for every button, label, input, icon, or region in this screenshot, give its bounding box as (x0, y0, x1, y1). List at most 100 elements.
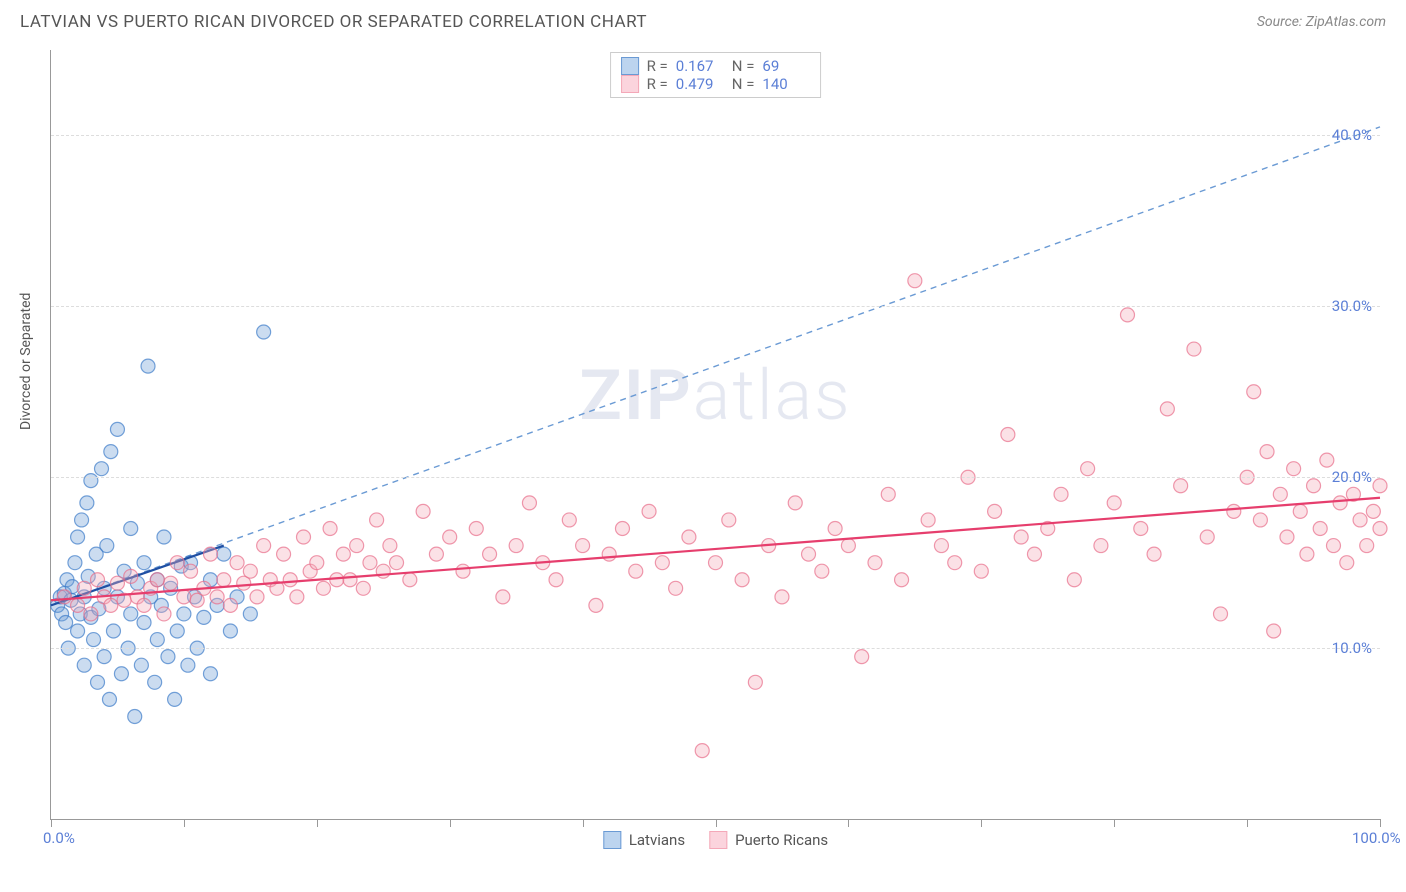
x-tick (716, 819, 717, 827)
data-point (157, 607, 171, 621)
data-point (841, 539, 855, 553)
data-point (77, 581, 91, 595)
x-tick (848, 819, 849, 827)
data-point (277, 547, 291, 561)
legend-item-latvians: Latvians (603, 831, 685, 849)
data-point (1326, 539, 1340, 553)
data-point (350, 539, 364, 553)
data-point (250, 590, 264, 604)
data-point (243, 607, 257, 621)
gridline (51, 306, 1380, 307)
data-point (934, 539, 948, 553)
x-tick (317, 819, 318, 827)
data-point (137, 615, 151, 629)
data-point (589, 598, 603, 612)
data-point (157, 530, 171, 544)
data-point (1227, 504, 1241, 518)
data-point (1094, 539, 1108, 553)
data-point (748, 675, 762, 689)
data-point (297, 530, 311, 544)
data-point (1134, 521, 1148, 535)
data-point (1200, 530, 1214, 544)
x-tick (51, 819, 52, 827)
data-point (469, 521, 483, 535)
data-point (257, 325, 271, 339)
data-point (1353, 513, 1367, 527)
data-point (203, 667, 217, 681)
data-point (170, 624, 184, 638)
data-point (95, 462, 109, 476)
data-point (106, 624, 120, 638)
data-point (855, 650, 869, 664)
x-tick (450, 819, 451, 827)
data-point (788, 496, 802, 510)
data-point (496, 590, 510, 604)
data-point (343, 573, 357, 587)
data-point (243, 564, 257, 578)
data-point (1247, 385, 1261, 399)
data-point (57, 590, 71, 604)
data-point (669, 581, 683, 595)
data-point (68, 556, 82, 570)
data-point (59, 615, 73, 629)
x-tick-label: 100.0% (1352, 829, 1401, 847)
data-point (91, 675, 105, 689)
x-tick (981, 819, 982, 827)
data-point (522, 496, 536, 510)
data-point (1174, 479, 1188, 493)
data-point (75, 513, 89, 527)
data-point (1333, 496, 1347, 510)
data-point (91, 573, 105, 587)
data-point (921, 513, 935, 527)
data-point (1373, 479, 1387, 493)
legend-series: Latvians Puerto Ricans (603, 831, 828, 849)
data-point (114, 667, 128, 681)
data-point (87, 633, 101, 647)
data-point (1107, 496, 1121, 510)
data-point (128, 709, 142, 723)
data-point (230, 556, 244, 570)
data-point (77, 658, 91, 672)
data-point (948, 556, 962, 570)
data-point (562, 513, 576, 527)
data-point (1214, 607, 1228, 621)
data-point (363, 556, 377, 570)
data-point (164, 576, 178, 590)
x-tick (184, 819, 185, 827)
gridline (51, 477, 1380, 478)
y-axis-label: Divorced or Separated (18, 293, 34, 430)
gridline (51, 135, 1380, 136)
data-point (134, 658, 148, 672)
data-point (1287, 462, 1301, 476)
data-point (84, 474, 98, 488)
data-point (177, 607, 191, 621)
trend-line (51, 127, 1380, 605)
data-point (549, 573, 563, 587)
data-point (80, 496, 94, 510)
data-point (403, 573, 417, 587)
data-point (1313, 521, 1327, 535)
data-point (383, 539, 397, 553)
chart-title: LATVIAN VS PUERTO RICAN DIVORCED OR SEPA… (20, 12, 647, 32)
y-tick-label: 40.0% (1332, 126, 1372, 144)
data-point (1054, 487, 1068, 501)
data-point (895, 573, 909, 587)
data-point (775, 590, 789, 604)
data-point (217, 547, 231, 561)
swatch-puerto-ricans-icon (709, 831, 727, 849)
legend-item-puerto-ricans: Puerto Ricans (709, 831, 828, 849)
data-point (177, 590, 191, 604)
y-tick-label: 20.0% (1332, 468, 1372, 486)
data-point (1373, 521, 1387, 535)
data-point (974, 564, 988, 578)
trend-line (51, 498, 1380, 601)
data-point (1340, 556, 1354, 570)
data-point (257, 539, 271, 553)
data-point (124, 521, 138, 535)
x-tick (583, 819, 584, 827)
data-point (390, 556, 404, 570)
data-point (124, 569, 138, 583)
data-point (110, 576, 124, 590)
x-tick (1247, 819, 1248, 827)
data-point (722, 513, 736, 527)
